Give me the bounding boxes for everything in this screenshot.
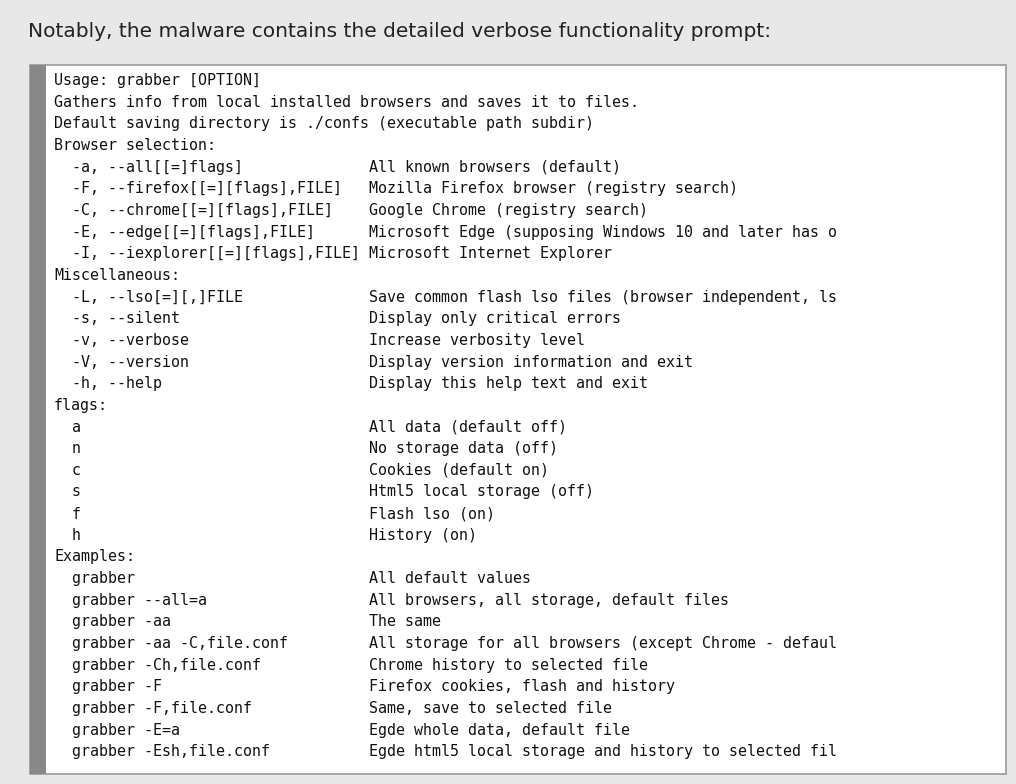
Text: Browser selection:: Browser selection:: [54, 138, 216, 153]
Text: -v, --verbose                    Increase verbosity level: -v, --verbose Increase verbosity level: [54, 333, 585, 348]
Text: Usage: grabber [OPTION]: Usage: grabber [OPTION]: [54, 73, 261, 88]
Text: -I, --iexplorer[[=][flags],FILE] Microsoft Internet Explorer: -I, --iexplorer[[=][flags],FILE] Microso…: [54, 246, 612, 261]
Text: grabber -Ch,file.conf            Chrome history to selected file: grabber -Ch,file.conf Chrome history to …: [54, 658, 648, 673]
Text: grabber -F,file.conf             Same, save to selected file: grabber -F,file.conf Same, save to selec…: [54, 701, 612, 716]
Text: -V, --version                    Display version information and exit: -V, --version Display version informatio…: [54, 354, 693, 369]
Text: s                                Html5 local storage (off): s Html5 local storage (off): [54, 485, 594, 499]
Text: Notably, the malware contains the detailed verbose functionality prompt:: Notably, the malware contains the detail…: [28, 22, 771, 41]
Text: a                                All data (default off): a All data (default off): [54, 419, 567, 434]
Text: flags:: flags:: [54, 397, 108, 413]
Text: h                                History (on): h History (on): [54, 528, 477, 543]
Text: grabber -E=a                     Egde whole data, default file: grabber -E=a Egde whole data, default fi…: [54, 723, 630, 738]
Text: -E, --edge[[=][flags],FILE]      Microsoft Edge (supposing Windows 10 and later : -E, --edge[[=][flags],FILE] Microsoft Ed…: [54, 224, 837, 240]
FancyBboxPatch shape: [30, 65, 1006, 774]
Text: grabber -F                       Firefox cookies, flash and history: grabber -F Firefox cookies, flash and hi…: [54, 680, 675, 695]
Text: -C, --chrome[[=][flags],FILE]    Google Chrome (registry search): -C, --chrome[[=][flags],FILE] Google Chr…: [54, 203, 648, 218]
Text: grabber --all=a                  All browsers, all storage, default files: grabber --all=a All browsers, all storag…: [54, 593, 729, 608]
Text: f                                Flash lso (on): f Flash lso (on): [54, 506, 495, 521]
Text: -h, --help                       Display this help text and exit: -h, --help Display this help text and ex…: [54, 376, 648, 391]
Text: c                                Cookies (default on): c Cookies (default on): [54, 463, 549, 477]
Text: -s, --silent                     Display only critical errors: -s, --silent Display only critical error…: [54, 311, 621, 326]
Text: grabber -aa                      The same: grabber -aa The same: [54, 615, 441, 630]
Text: Gathers info from local installed browsers and saves it to files.: Gathers info from local installed browse…: [54, 95, 639, 110]
FancyBboxPatch shape: [30, 65, 46, 774]
Text: Default saving directory is ./confs (executable path subdir): Default saving directory is ./confs (exe…: [54, 116, 594, 131]
Text: -F, --firefox[[=][flags],FILE]   Mozilla Firefox browser (registry search): -F, --firefox[[=][flags],FILE] Mozilla F…: [54, 181, 738, 196]
Text: Miscellaneous:: Miscellaneous:: [54, 268, 180, 283]
Text: grabber -aa -C,file.conf         All storage for all browsers (except Chrome - d: grabber -aa -C,file.conf All storage for…: [54, 636, 837, 651]
Text: n                                No storage data (off): n No storage data (off): [54, 441, 558, 456]
Text: -L, --lso[=][,]FILE              Save common flash lso files (browser independen: -L, --lso[=][,]FILE Save common flash ls…: [54, 289, 837, 304]
Text: grabber -Esh,file.conf           Egde html5 local storage and history to selecte: grabber -Esh,file.conf Egde html5 local …: [54, 744, 837, 760]
Text: Examples:: Examples:: [54, 550, 135, 564]
Text: -a, --all[[=]flags]              All known browsers (default): -a, --all[[=]flags] All known browsers (…: [54, 160, 621, 175]
Text: grabber                          All default values: grabber All default values: [54, 571, 531, 586]
